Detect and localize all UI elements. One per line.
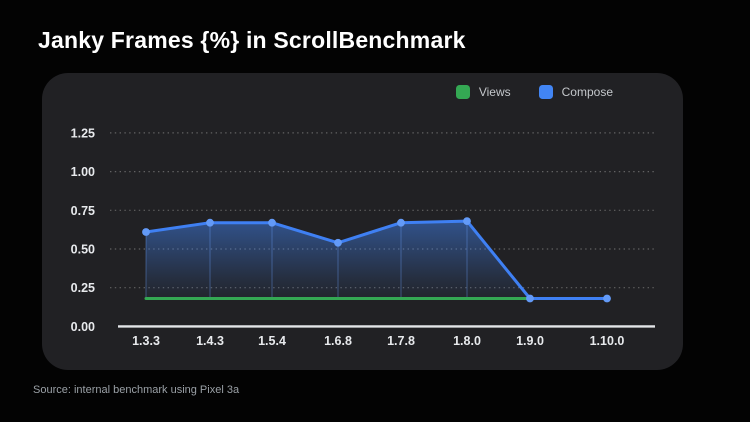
y-axis-tick-label: 0.75: [71, 204, 95, 218]
source-note: Source: internal benchmark using Pixel 3…: [33, 384, 240, 396]
compose-line: [144, 219, 609, 300]
compose-data-point: [206, 218, 214, 227]
x-axis-tick-label: 1.9.0: [516, 334, 544, 348]
legend-item-views: Views: [455, 85, 511, 99]
y-axis-tick-label: 0.50: [71, 243, 95, 257]
compose-area-fill: [146, 221, 607, 299]
compose-data-point: [334, 238, 342, 247]
compose-swatch-icon: [538, 85, 553, 99]
views-swatch-icon: [455, 85, 470, 99]
y-axis-tick-label: 1.00: [71, 165, 95, 179]
x-axis-tick-label: 1.6.8: [324, 334, 352, 348]
x-axis-tick-label: 1.5.4: [258, 334, 286, 348]
y-axis-tick-label: 1.25: [71, 126, 95, 140]
chart-panel: 0.00 0.25 0.50 0.75 1.00 1.25 1.3.3 1.4.3 1.5.4 1…: [42, 73, 683, 370]
compose-data-point: [142, 228, 150, 236]
compose-data-point: [268, 218, 276, 227]
page-title: Janky Frames {%} in ScrollBenchmark: [38, 27, 466, 53]
compose-data-point: [603, 294, 611, 303]
legend-label: Views: [478, 85, 511, 99]
y-axis-tick-label: 0.00: [71, 320, 95, 334]
x-axis-tick-label: 1.8.0: [453, 334, 481, 348]
legend-item-compose: Compose: [538, 85, 613, 99]
x-axis-tick-label: 1.3.3: [132, 334, 160, 348]
x-axis-tick-label: 1.4.3: [196, 334, 224, 348]
compose-data-point: [526, 294, 534, 303]
compose-data-point: [397, 218, 405, 227]
janky-frames-line-chart: 0.00 0.25 0.50 0.75 1.00 1.25 1.3.3 1.4.3 1.5.4 1…: [71, 126, 655, 348]
chart-legend: Views Compose: [455, 85, 613, 99]
legend-label: Compose: [561, 85, 613, 99]
compose-data-point: [463, 217, 471, 226]
y-axis-tick-label: 0.25: [71, 281, 95, 295]
x-axis-tick-label: 1.7.8: [387, 334, 415, 348]
x-axis-tick-label: 1.10.0: [590, 334, 625, 348]
